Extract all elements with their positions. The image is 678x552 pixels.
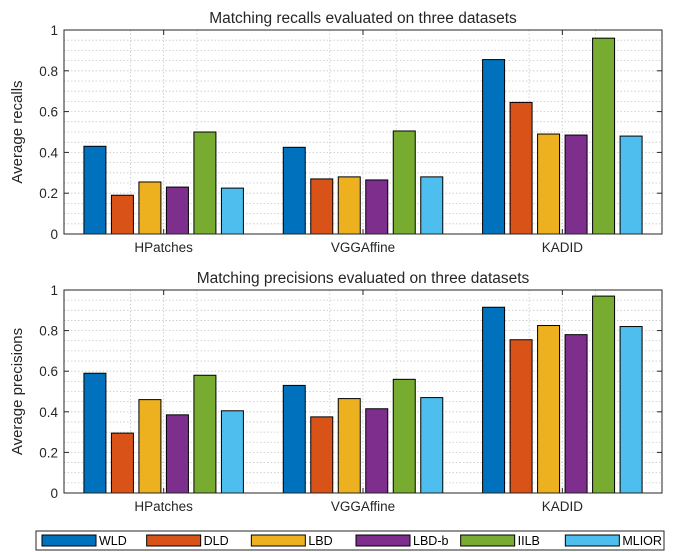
y-ticks: 0 0.2 0.4 0.6 0.8 1 bbox=[39, 283, 662, 501]
bar-WLD-KADID bbox=[482, 306, 506, 494]
y-ticks: 0 0.2 0.4 0.6 0.8 1 bbox=[39, 23, 662, 242]
bar-LBD-HPatches bbox=[138, 399, 162, 494]
bar-LBD-b-VGGAffine bbox=[365, 179, 389, 235]
bar-IILB-HPatches bbox=[193, 374, 217, 494]
bar-WLD-HPatches bbox=[83, 372, 107, 494]
bar-LBD-HPatches bbox=[138, 181, 162, 235]
bar-LBD-b-KADID bbox=[564, 334, 588, 494]
precision-chart: Matching precisions evaluated on three d… bbox=[9, 270, 663, 514]
bar-IILB-HPatches bbox=[193, 131, 217, 235]
y-tick-label: 1 bbox=[50, 23, 58, 38]
legend-label: MLIOR bbox=[622, 534, 662, 548]
bar-LBD-VGGAffine bbox=[337, 176, 361, 235]
precision-chart-title: Matching precisions evaluated on three d… bbox=[197, 270, 530, 287]
legend-swatch-LBD bbox=[250, 534, 306, 547]
recall-chart-ylabel: Average recalls bbox=[9, 80, 26, 183]
legend-swatch-IILB bbox=[460, 534, 516, 547]
bar-DLD-KADID bbox=[509, 101, 533, 235]
bar-MLIOR-HPatches bbox=[220, 410, 244, 494]
bar-DLD-HPatches bbox=[110, 194, 134, 235]
x-ticks: HPatches VGGAffine KADID bbox=[134, 290, 583, 514]
legend-swatch-DLD bbox=[146, 534, 202, 547]
bar-MLIOR-KADID bbox=[619, 326, 643, 494]
y-tick-label: 0.8 bbox=[39, 64, 58, 79]
bar-WLD-KADID bbox=[482, 59, 506, 235]
bar-WLD-VGGAffine bbox=[282, 146, 306, 235]
bar-MLIOR-VGGAffine bbox=[420, 176, 444, 235]
x-ticks: HPatches VGGAffine KADID bbox=[134, 30, 583, 255]
x-tick-label: KADID bbox=[542, 240, 584, 255]
bar-WLD-VGGAffine bbox=[282, 384, 306, 494]
legend-label: WLD bbox=[99, 534, 127, 548]
precision-chart-ylabel: Average precisions bbox=[9, 328, 26, 455]
y-tick-label: 0.2 bbox=[39, 186, 58, 201]
y-tick-label: 0.4 bbox=[39, 405, 58, 420]
y-tick-label: 0.6 bbox=[39, 364, 58, 379]
bar-IILB-KADID bbox=[592, 295, 616, 494]
y-tick-label: 0.4 bbox=[39, 145, 58, 160]
x-tick-label: KADID bbox=[542, 499, 584, 514]
legend-swatch-MLIOR bbox=[564, 534, 620, 547]
bar-MLIOR-HPatches bbox=[220, 187, 244, 235]
y-tick-label: 1 bbox=[50, 283, 58, 298]
bar-MLIOR-VGGAffine bbox=[420, 397, 444, 494]
y-tick-label: 0.8 bbox=[39, 324, 58, 339]
bar-LBD-b-HPatches bbox=[165, 186, 189, 235]
bar-IILB-VGGAffine bbox=[392, 378, 416, 494]
legend-swatch-WLD bbox=[41, 534, 97, 547]
recall-chart: Matching recalls evaluated on three data… bbox=[9, 10, 663, 255]
bar-LBD-VGGAffine bbox=[337, 398, 361, 494]
y-tick-label: 0.6 bbox=[39, 105, 58, 120]
bar-MLIOR-KADID bbox=[619, 135, 643, 235]
bar-WLD-HPatches bbox=[83, 145, 107, 235]
bar-DLD-KADID bbox=[509, 339, 533, 494]
bar-LBD-KADID bbox=[537, 325, 561, 494]
bar-LBD-b-VGGAffine bbox=[365, 408, 389, 494]
x-tick-label: VGGAffine bbox=[331, 240, 395, 255]
y-tick-label: 0.2 bbox=[39, 445, 58, 460]
y-tick-label: 0 bbox=[50, 486, 58, 501]
bar-DLD-VGGAffine bbox=[310, 416, 334, 494]
recall-chart-title: Matching recalls evaluated on three data… bbox=[209, 10, 517, 27]
legend-label: LBD-b bbox=[413, 534, 448, 548]
bar-IILB-VGGAffine bbox=[392, 130, 416, 235]
bar-IILB-KADID bbox=[592, 37, 616, 235]
bar-LBD-b-KADID bbox=[564, 134, 588, 235]
x-tick-label: HPatches bbox=[134, 240, 193, 255]
bar-DLD-VGGAffine bbox=[310, 178, 334, 235]
legend-label: LBD bbox=[308, 534, 332, 548]
bar-DLD-HPatches bbox=[110, 432, 134, 494]
bars bbox=[83, 295, 643, 494]
bar-LBD-b-HPatches bbox=[165, 414, 189, 494]
x-tick-label: VGGAffine bbox=[331, 499, 395, 514]
legend-label: DLD bbox=[204, 534, 229, 548]
legend-swatch-LBD-b bbox=[355, 534, 411, 547]
x-tick-label: HPatches bbox=[134, 499, 193, 514]
y-tick-label: 0 bbox=[50, 227, 58, 242]
bar-LBD-KADID bbox=[537, 133, 561, 235]
legend-label: IILB bbox=[518, 534, 540, 548]
legend: WLD DLD LBD LBD-b IILB MLIOR bbox=[35, 530, 665, 551]
